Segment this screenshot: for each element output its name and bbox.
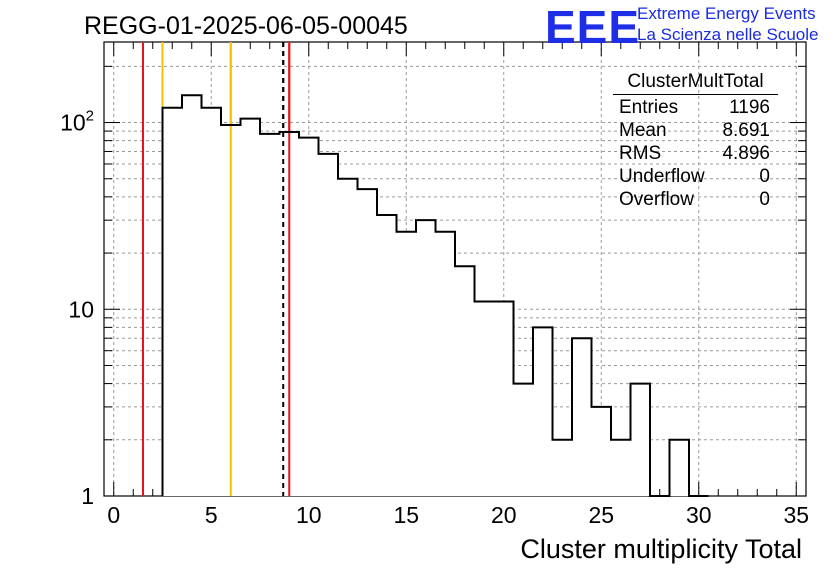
x-tick-label: 10 xyxy=(296,502,322,528)
histogram-bar xyxy=(669,439,689,496)
stats-title: ClusterMultTotal xyxy=(627,71,764,92)
histogram-bar xyxy=(455,266,475,496)
stats-label: Underflow xyxy=(619,166,705,187)
histogram-bar xyxy=(260,133,280,496)
logo-caption-line1: Extreme Energy Events xyxy=(637,4,816,23)
x-tick-label: 25 xyxy=(588,502,614,528)
x-tick-label: 35 xyxy=(783,502,809,528)
stats-value: 8.691 xyxy=(722,120,770,141)
x-tick-label: 0 xyxy=(107,502,120,528)
stats-row-rms: RMS 4.896 xyxy=(613,142,778,165)
stats-label: RMS xyxy=(619,143,662,164)
x-tick-label: 30 xyxy=(686,502,712,528)
stats-row-mean: Mean 8.691 xyxy=(613,119,778,142)
histogram-bar xyxy=(630,383,650,496)
chart-title: REGG-01-2025-06-05-00045 xyxy=(84,12,408,40)
axis-ticks xyxy=(104,42,806,497)
histogram-bar xyxy=(201,107,221,496)
histogram-bar xyxy=(162,107,182,496)
eee-logo: EEE xyxy=(545,1,641,53)
stats-label: Entries xyxy=(619,97,679,118)
histogram-bar xyxy=(572,338,592,496)
stats-value: 1196 xyxy=(729,97,770,118)
stats-label: Overflow xyxy=(619,189,694,210)
stats-value: 4.896 xyxy=(722,143,770,164)
histogram-outline xyxy=(161,94,709,497)
histogram-bar xyxy=(416,220,436,496)
histogram-bar xyxy=(377,214,397,496)
logo-caption-line2: La Scienza nelle Scuole xyxy=(637,25,819,44)
histogram-bar xyxy=(299,137,319,497)
x-axis-label: Cluster multiplicity Total xyxy=(520,534,802,564)
histogram-bar xyxy=(591,406,611,496)
histogram-bars xyxy=(142,42,689,497)
histogram-bar xyxy=(435,231,455,497)
stats-row-entries: Entries 1196 xyxy=(613,96,778,119)
histogram-bar xyxy=(494,301,514,496)
stats-label: Mean xyxy=(619,120,667,141)
histogram-bar xyxy=(611,439,631,496)
y-tick-label: 10 xyxy=(68,296,94,322)
stats-divider xyxy=(613,94,778,95)
histogram-bar xyxy=(474,301,494,496)
histogram-step-line xyxy=(161,94,709,497)
histogram-bar xyxy=(513,383,533,496)
x-tick-label: 15 xyxy=(393,502,419,528)
x-tick-label: 5 xyxy=(205,502,218,528)
histogram-bar xyxy=(240,118,260,497)
histogram-bar xyxy=(182,95,202,497)
histogram-bar xyxy=(396,231,416,497)
y-tick-label: 1 xyxy=(81,483,94,509)
x-tick-labels: 0 5 10 15 20 25 30 35 xyxy=(107,502,809,528)
stats-box: ClusterMultTotal Entries 1196 Mean 8.691… xyxy=(613,70,778,211)
stats-value: 0 xyxy=(759,166,770,187)
y-tick-labels: 1 10 102 xyxy=(60,108,94,509)
stats-row-underflow: Underflow 0 xyxy=(613,165,778,188)
histogram-bar xyxy=(338,178,358,496)
stats-value: 0 xyxy=(759,189,770,210)
y-tick-label: 102 xyxy=(60,108,94,136)
histogram-bar xyxy=(552,439,572,496)
stats-row-overflow: Overflow 0 xyxy=(613,188,778,211)
histogram-bar xyxy=(357,189,377,496)
histogram-bar xyxy=(533,327,553,496)
histogram-bar xyxy=(318,153,338,496)
x-tick-label: 20 xyxy=(491,502,517,528)
